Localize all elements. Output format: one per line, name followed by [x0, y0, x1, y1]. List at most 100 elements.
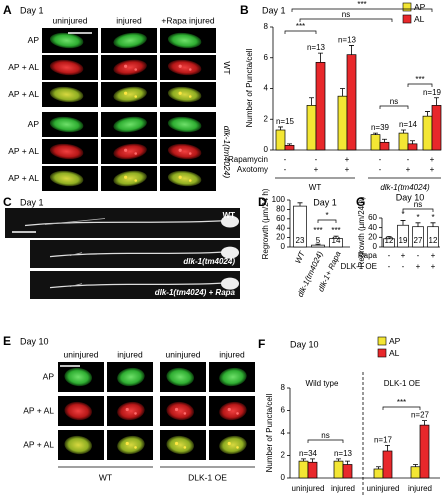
group-label: WT [309, 183, 322, 192]
bar [382, 450, 393, 479]
cell [64, 435, 92, 455]
significance-bracket [291, 8, 433, 12]
cell [49, 170, 84, 187]
y-tick-label: 20 [276, 233, 285, 242]
bar [419, 424, 430, 479]
group-label: WT [222, 61, 232, 74]
cell [167, 170, 202, 187]
n-label: n=13 [307, 43, 326, 52]
legend-swatch [402, 14, 412, 24]
error-bar [400, 220, 406, 226]
legend-label: AL [389, 348, 400, 358]
soma [221, 246, 239, 259]
row-label: AP [28, 119, 40, 129]
n-label: 23 [296, 236, 305, 245]
y-tick-label: 40 [368, 223, 377, 232]
significance-label: *** [296, 22, 305, 31]
puncta [174, 441, 179, 446]
cell [49, 59, 84, 76]
error-bar [349, 45, 354, 55]
row-label: Rapa [358, 251, 378, 260]
row-value: + [345, 155, 350, 164]
puncta [124, 64, 128, 68]
panel-letter: C [3, 195, 12, 209]
row-label: AP + AL [8, 173, 39, 183]
n-label: 14 [332, 236, 341, 245]
row-label: AP + AL [8, 89, 39, 99]
group-label: dlk-1(tm4024) [222, 126, 232, 179]
puncta [124, 91, 128, 95]
y-axis-label: Regrowth (µm/24 h) [261, 188, 270, 259]
bar [410, 466, 421, 479]
group-label: dlk-1(tm4024) [380, 183, 430, 192]
y-axis-label: Regrowth (µm/24 h) [357, 196, 366, 267]
significance-label: * [325, 211, 328, 220]
significance-bracket [284, 30, 317, 34]
legend-swatch [402, 2, 412, 12]
regrowth [44, 218, 106, 225]
bar [431, 105, 442, 151]
cell [64, 401, 92, 421]
puncta [134, 68, 138, 71]
n-label: n=19 [423, 88, 442, 97]
puncta [236, 446, 239, 449]
panel-letter: A [3, 3, 12, 17]
bar [407, 143, 418, 151]
cell [167, 86, 202, 103]
y-tick-label: 4 [281, 428, 286, 437]
cell [117, 367, 145, 387]
error-bar [315, 243, 321, 246]
error-bar [345, 460, 350, 465]
error-bar [385, 444, 390, 451]
column-header: injured [116, 15, 142, 25]
puncta [134, 95, 138, 98]
error-bar [434, 97, 439, 106]
x-tick-label: injured [331, 484, 355, 493]
row-value: - [379, 155, 382, 164]
y-tick-label: 6 [264, 53, 269, 62]
error-bar [415, 222, 421, 227]
panel-letter: E [3, 334, 11, 348]
n-label: n=34 [299, 449, 318, 458]
error-bar [386, 235, 392, 239]
significance-bracket [307, 439, 344, 443]
image-frame [5, 208, 240, 238]
error-bar [382, 138, 387, 143]
puncta [178, 91, 182, 95]
row-value: - [379, 165, 382, 174]
cell [167, 32, 202, 49]
chart-title: Day 10 [290, 339, 319, 349]
bar [342, 464, 353, 479]
cell [113, 32, 147, 49]
y-tick-label: 8 [281, 383, 286, 392]
cell [113, 86, 147, 103]
significance-bracket [317, 219, 337, 223]
row-label: DLK-1 OE [341, 262, 377, 271]
bar [311, 244, 325, 248]
y-tick-label: 0 [264, 145, 269, 154]
puncta [178, 148, 182, 152]
n-label: n=14 [399, 120, 418, 129]
puncta [134, 446, 137, 449]
row-value: + [345, 165, 350, 174]
error-bar [430, 222, 436, 227]
error-bar [318, 52, 323, 63]
bar [315, 62, 326, 151]
row-value: - [388, 262, 391, 271]
y-tick-label: 2 [264, 114, 269, 123]
puncta [134, 179, 138, 182]
puncta [125, 441, 129, 446]
bar [370, 134, 381, 151]
bar [346, 54, 357, 151]
column-header: uninjured [64, 349, 99, 359]
column-header: uninjured [166, 349, 201, 359]
cell [113, 59, 147, 76]
error-bar [309, 97, 314, 106]
error-bar [401, 129, 406, 134]
panel-title: Day 10 [20, 336, 49, 346]
row-value: + [401, 251, 406, 260]
y-tick-label: 8 [264, 22, 269, 31]
puncta [227, 407, 231, 412]
